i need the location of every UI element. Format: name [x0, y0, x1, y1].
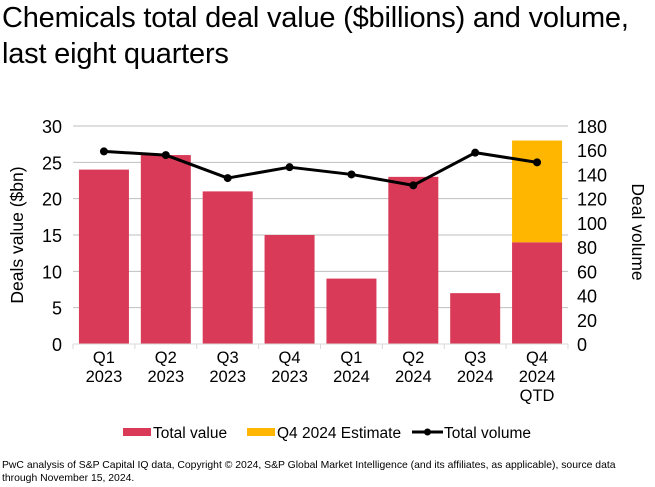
volume-point — [471, 148, 480, 157]
x-tick-label: 2023 — [86, 368, 123, 386]
legend-label-total-volume: Total volume — [444, 425, 531, 442]
x-tick-label: 2023 — [147, 368, 184, 386]
x-tick-label: 2024 — [519, 368, 556, 386]
x-tick-label: Q2 — [402, 349, 424, 367]
axes — [72, 343, 569, 349]
bar-total-value — [264, 235, 315, 344]
legend-swatch-q4-2024-estimate — [247, 428, 275, 436]
x-axis-ticks: Q12023Q22023Q32023Q42023Q12024Q22024Q320… — [86, 349, 556, 405]
bar-total-value — [512, 242, 563, 344]
x-tick-label: Q3 — [217, 349, 239, 367]
bar-total-value — [202, 191, 253, 344]
bar-total-value — [78, 169, 129, 344]
y2-tick-label: 40 — [577, 287, 597, 307]
volume-line-path — [103, 149, 538, 187]
y2-tick-label: 0 — [577, 335, 587, 355]
bar-total-value — [450, 293, 501, 344]
y-tick-label: 10 — [42, 262, 62, 282]
x-tick-label: Q1 — [340, 349, 362, 367]
x-tick-label: Q3 — [464, 349, 486, 367]
volume-point — [285, 163, 294, 172]
bar-q4-2024-estimate — [512, 140, 563, 243]
y2-tick-label: 20 — [577, 311, 597, 331]
x-tick-label: Q1 — [93, 349, 115, 367]
source-footnote: PwC analysis of S&P Capital IQ data, Cop… — [2, 459, 652, 485]
y-tick-label: 15 — [42, 226, 62, 246]
bar-total-value — [388, 176, 439, 344]
y2-tick-label: 140 — [577, 165, 607, 185]
chart-title: Chemicals total deal value ($billions) a… — [2, 0, 629, 72]
x-tick-label: 2024 — [333, 368, 370, 386]
legend-swatch-total-value — [123, 428, 151, 436]
volume-point — [347, 170, 356, 179]
y2-tick-label: 100 — [577, 214, 607, 234]
legend-label-total-value: Total value — [153, 425, 227, 442]
bar-total-value — [140, 155, 191, 344]
volume-line — [99, 147, 542, 190]
footnote-line-2: through November 15, 2024. — [2, 473, 135, 484]
y-tick-label: 30 — [42, 117, 62, 137]
volume-point — [533, 158, 542, 167]
x-tick-label: Q2 — [155, 349, 177, 367]
x-tick-label: Q4 — [279, 349, 301, 367]
y2-tick-label: 160 — [577, 141, 607, 161]
legend-swatch-total-volume-marker — [424, 428, 431, 436]
chart-title-line-2: last eight quarters — [2, 38, 229, 70]
x-tick-label: 2024 — [457, 368, 494, 386]
y-tick-label: 25 — [42, 153, 62, 173]
y-axis-ticks: 0 5 10 15 20 25 30 — [42, 117, 62, 355]
x-tick-label: 2024 — [395, 368, 432, 386]
y-tick-label: 0 — [52, 335, 62, 355]
y-tick-label: 20 — [42, 190, 62, 210]
y2-tick-label: 120 — [577, 190, 607, 210]
y2-tick-label: 180 — [577, 117, 607, 137]
x-tick-label: QTD — [520, 387, 555, 405]
volume-point — [161, 151, 170, 160]
footnote-line-1: PwC analysis of S&P Capital IQ data, Cop… — [2, 460, 616, 471]
volume-point — [99, 147, 108, 156]
y2-tick-label: 80 — [577, 238, 597, 258]
volume-point — [409, 181, 418, 190]
y2-axis-ticks: 0 20 40 60 80 100 120 140 160 180 — [577, 117, 607, 355]
legend-label-q4-2024-estimate: Q4 2024 Estimate — [277, 425, 401, 442]
y-tick-label: 5 — [52, 299, 62, 319]
x-tick-label: 2023 — [271, 368, 308, 386]
x-tick-label: 2023 — [209, 368, 246, 386]
y-axis-label: Deals value ($bn) — [7, 166, 27, 303]
bar-total-value — [326, 278, 377, 344]
y2-tick-label: 60 — [577, 262, 597, 282]
volume-point — [223, 174, 232, 183]
chart-title-line-1: Chemicals total deal value ($billions) a… — [2, 2, 629, 34]
y2-axis-label: Deal volume — [628, 183, 648, 280]
bars — [78, 140, 563, 344]
x-tick-label: Q4 — [526, 349, 548, 367]
legend: Total value Q4 2024 Estimate Total volume — [123, 425, 531, 442]
